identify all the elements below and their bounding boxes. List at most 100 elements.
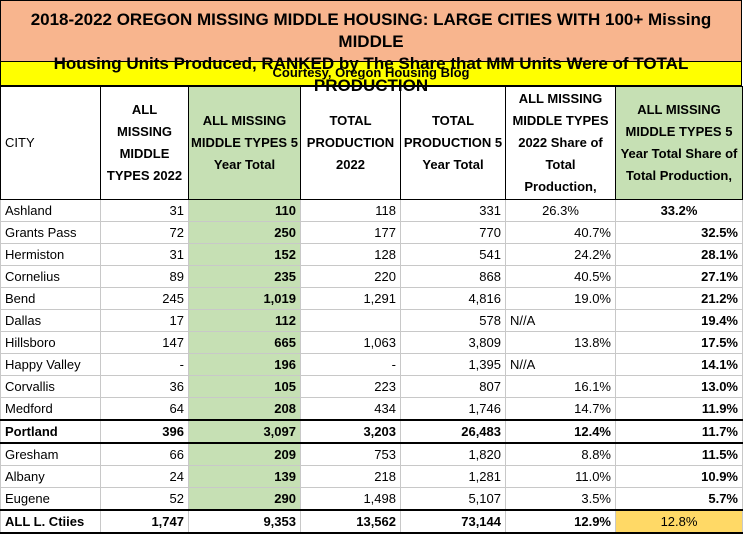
city-cell: Dallas	[0, 309, 101, 332]
value-cell: 1,747	[100, 509, 189, 534]
value-cell: 128	[300, 243, 401, 266]
value-cell: 24	[100, 465, 189, 488]
value-cell: 64	[100, 397, 189, 421]
value-cell: 40.5%	[505, 265, 616, 288]
value-cell: 223	[300, 375, 401, 398]
value-cell: 1,395	[400, 353, 506, 376]
table-row: Gresham 66 209 753 1,820 8.8% 11.5%	[0, 442, 743, 466]
table-row: ALL L. Ctiies 1,747 9,353 13,562 73,144 12.9%…	[0, 509, 743, 534]
value-cell: 235	[188, 265, 301, 288]
title: 2018-2022 OREGON MISSING MIDDLE HOUSING:…	[0, 0, 742, 95]
column-header: CITY	[0, 86, 101, 200]
table-row: Hermiston 31 152 128 541 24.2% 28.1%	[0, 243, 743, 266]
value-cell: 112	[188, 309, 301, 332]
value-cell: 40.7%	[505, 221, 616, 244]
table-body: Ashland 31 110 118 331 26.3% 33.2% Grants Pass 7…	[0, 199, 743, 534]
city-cell: Medford	[0, 397, 101, 421]
city-cell: Portland	[0, 419, 101, 444]
value-cell: 1,019	[188, 287, 301, 310]
value-cell: 52	[100, 487, 189, 511]
value-cell: 31	[100, 199, 189, 222]
value-cell: 147	[100, 331, 189, 354]
column-header: ALL MISSING MIDDLE TYPES 5 Year Total	[188, 86, 301, 200]
value-cell: 19.0%	[505, 287, 616, 310]
value-cell: 11.5%	[615, 442, 743, 466]
value-cell: 118	[300, 199, 401, 222]
value-cell: 396	[100, 419, 189, 444]
table-row: Hillsboro 147 665 1,063 3,809 13.8% 17.5%	[0, 331, 743, 354]
column-header: TOTAL PRODUCTION 2022	[300, 86, 401, 200]
value-cell: 218	[300, 465, 401, 488]
table-row: Bend 245 1,019 1,291 4,816 19.0% 21.2%	[0, 287, 743, 310]
value-cell: 3.5%	[505, 487, 616, 511]
value-cell: 13.0%	[615, 375, 743, 398]
city-cell: Ashland	[0, 199, 101, 222]
city-cell: Grants Pass	[0, 221, 101, 244]
city-cell: Eugene	[0, 487, 101, 511]
value-cell: 4,816	[400, 287, 506, 310]
value-cell: 28.1%	[615, 243, 743, 266]
value-cell: 110	[188, 199, 301, 222]
courtesy: Courtesy, Oregon Housing Blog	[0, 62, 742, 86]
value-cell: 331	[400, 199, 506, 222]
value-cell: 13.8%	[505, 331, 616, 354]
value-cell: 541	[400, 243, 506, 266]
value-cell: 290	[188, 487, 301, 511]
header-row: CITY ALL MISSING MIDDLE TYPES 2022 ALL MIS…	[0, 86, 743, 200]
value-cell: 12.8%	[615, 509, 743, 534]
value-cell: 16.1%	[505, 375, 616, 398]
value-cell: 17.5%	[615, 331, 743, 354]
value-cell: 17	[100, 309, 189, 332]
value-cell: 9,353	[188, 509, 301, 534]
value-cell: 3,203	[300, 419, 401, 444]
value-cell: -	[100, 353, 189, 376]
title-line: 2018-2022 OREGON MISSING MIDDLE HOUSING:…	[30, 10, 712, 51]
city-cell: Cornelius	[0, 265, 101, 288]
value-cell: 139	[188, 465, 301, 488]
column-header: TOTAL PRODUCTION 5 Year Total	[400, 86, 506, 200]
value-cell: N//A	[505, 309, 616, 332]
city-cell: Corvallis	[0, 375, 101, 398]
value-cell: 3,097	[188, 419, 301, 444]
value-cell: 11.7%	[615, 419, 743, 444]
value-cell: 27.1%	[615, 265, 743, 288]
value-cell: 13,562	[300, 509, 401, 534]
value-cell: 14.1%	[615, 353, 743, 376]
value-cell: 1,498	[300, 487, 401, 511]
value-cell: 66	[100, 442, 189, 466]
table-row: Dallas 17 112 578 N//A 19.4%	[0, 309, 743, 332]
value-cell: 26,483	[400, 419, 506, 444]
value-cell: 770	[400, 221, 506, 244]
table-row: Medford 64 208 434 1,746 14.7% 11.9%	[0, 397, 743, 421]
value-cell: 33.2%	[615, 199, 743, 222]
value-cell: 220	[300, 265, 401, 288]
value-cell: 10.9%	[615, 465, 743, 488]
value-cell: 868	[400, 265, 506, 288]
value-cell: 208	[188, 397, 301, 421]
value-cell: 26.3%	[505, 199, 616, 222]
value-cell: 36	[100, 375, 189, 398]
value-cell: 24.2%	[505, 243, 616, 266]
column-header: ALL MISSING MIDDLE TYPES 2022	[100, 86, 189, 200]
value-cell: 1,291	[300, 287, 401, 310]
value-cell: 753	[300, 442, 401, 466]
table-row: Eugene 52 290 1,498 5,107 3.5% 5.7%	[0, 487, 743, 511]
value-cell: 12.4%	[505, 419, 616, 444]
value-cell: 1,746	[400, 397, 506, 421]
value-cell: 5,107	[400, 487, 506, 511]
column-header: ALL MISSING MIDDLE TYPES 5 Year Total Sh…	[615, 86, 743, 200]
value-cell: 152	[188, 243, 301, 266]
value-cell: 1,820	[400, 442, 506, 466]
city-cell: Hillsboro	[0, 331, 101, 354]
value-cell: 11.0%	[505, 465, 616, 488]
value-cell: 19.4%	[615, 309, 743, 332]
value-cell: 807	[400, 375, 506, 398]
value-cell: 32.5%	[615, 221, 743, 244]
value-cell: 8.8%	[505, 442, 616, 466]
value-cell: 14.7%	[505, 397, 616, 421]
value-cell	[300, 309, 401, 332]
city-cell: Gresham	[0, 442, 101, 466]
value-cell: -	[300, 353, 401, 376]
value-cell: 250	[188, 221, 301, 244]
